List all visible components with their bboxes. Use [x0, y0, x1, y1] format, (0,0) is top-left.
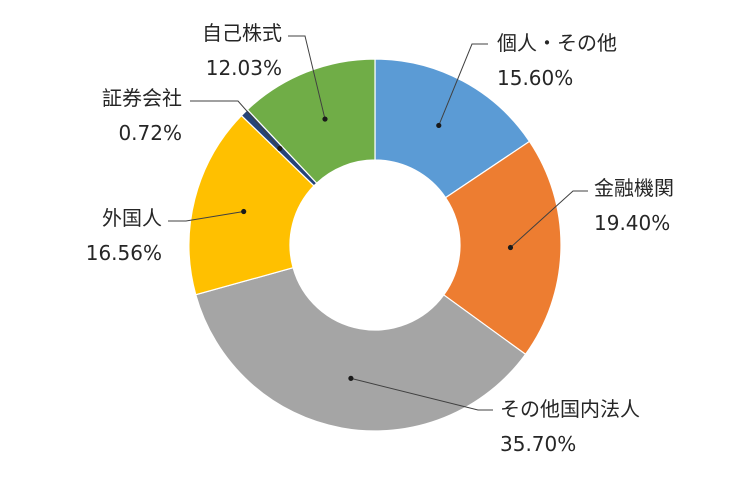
donut-slice-1 — [442, 140, 562, 356]
leader-dot-2 — [348, 375, 354, 381]
leaders-layer — [168, 35, 588, 411]
value-label-2: 35.70% — [500, 432, 576, 456]
leader-dot-3 — [241, 208, 247, 215]
leader-line-4 — [190, 100, 281, 149]
value-label-4: 0.72% — [118, 121, 182, 145]
leader-dot-4 — [277, 145, 283, 152]
value-label-5: 12.03% — [206, 56, 282, 80]
donut-slice-2 — [195, 266, 527, 432]
value-label-1: 19.40% — [594, 211, 670, 235]
value-label-0: 15.60% — [497, 66, 573, 90]
category-label-0: 個人・その他 — [497, 31, 617, 55]
leader-dot-5 — [322, 116, 328, 122]
category-label-2: その他国内法人 — [500, 397, 640, 421]
leader-line-2 — [350, 377, 493, 411]
category-label-1: 金融機関 — [594, 176, 674, 200]
value-label-3: 16.56% — [86, 241, 162, 265]
leader-dot-0 — [436, 122, 442, 129]
category-label-4: 証券会社 — [102, 86, 182, 110]
slices-layer — [188, 58, 562, 432]
leader-line-5 — [288, 35, 326, 120]
leader-line-1 — [510, 190, 588, 248]
labels-layer: 個人・その他 15.60% 金融機関 19.40% その他国内法人 35.70% 外国人 16… — [86, 21, 674, 456]
donut-slice-0 — [374, 58, 531, 199]
donut-slice-5 — [246, 58, 376, 184]
category-label-5: 自己株式 — [202, 21, 282, 45]
leader-line-0 — [438, 43, 488, 126]
leader-line-3 — [168, 211, 244, 222]
leader-dot-1 — [507, 244, 514, 251]
donut-slice-3 — [188, 114, 315, 296]
category-label-3: 外国人 — [102, 206, 162, 230]
